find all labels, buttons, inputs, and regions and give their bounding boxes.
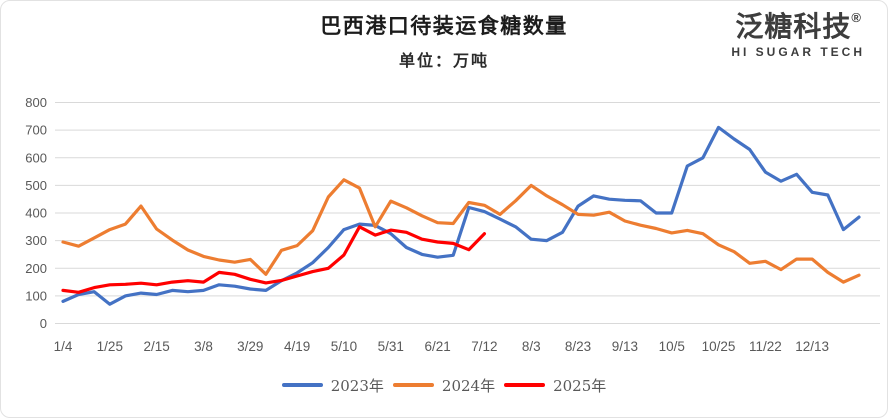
legend-swatch-icon [392, 383, 434, 387]
y-tick-label: 500 [25, 178, 47, 193]
registered-trademark-icon: ® [851, 10, 861, 25]
brand-logo-tagline: HI SUGAR TECH [731, 45, 865, 59]
chart-legend: 2023年 2024年 2025年 [1, 374, 887, 396]
y-tick-label: 100 [25, 288, 47, 303]
series-line-2023年 [61, 125, 861, 306]
x-tick-label: 1/25 [97, 339, 123, 354]
x-tick-label: 3/29 [237, 339, 263, 354]
x-tick-label: 10/25 [702, 339, 736, 354]
series-line-2024年 [61, 178, 861, 284]
x-tick-label: 8/3 [522, 339, 541, 354]
x-tick-label: 1/4 [54, 339, 73, 354]
legend-label: 2023年 [330, 376, 384, 395]
y-tick-label: 300 [25, 233, 47, 248]
x-tick-label: 12/13 [795, 339, 829, 354]
x-tick-label: 3/8 [194, 339, 213, 354]
brand-logo-text: 泛糖科技 [735, 11, 852, 42]
legend-swatch-icon [504, 383, 546, 387]
y-tick-label: 200 [25, 261, 47, 276]
legend-swatch-icon [281, 383, 323, 387]
legend-label: 2024年 [441, 376, 496, 395]
x-tick-label: 6/21 [424, 339, 450, 354]
legend-item: 2023年 [281, 375, 384, 396]
y-tick-label: 400 [25, 206, 47, 221]
x-tick-label: 4/19 [284, 339, 310, 354]
legend-label: 2025年 [553, 376, 607, 395]
y-tick-label: 600 [25, 150, 47, 165]
x-tick-label: 8/23 [565, 339, 591, 354]
legend-item: 2025年 [504, 375, 606, 396]
series-line-2025年 [61, 225, 486, 294]
y-tick-label: 700 [25, 123, 47, 138]
y-tick-label: 0 [40, 316, 47, 331]
x-tick-label: 10/5 [659, 339, 685, 354]
x-tick-label: 5/31 [378, 339, 404, 354]
x-tick-label: 2/15 [144, 339, 170, 354]
x-tick-label: 7/12 [471, 339, 497, 354]
x-tick-label: 11/22 [749, 339, 782, 354]
y-tick-label: 800 [25, 95, 47, 110]
x-tick-label: 5/10 [331, 339, 357, 354]
legend-item: 2024年 [392, 375, 496, 396]
brand-logo: 泛糖科技® HI SUGAR TECH [731, 11, 865, 58]
x-tick-label: 9/13 [612, 339, 638, 354]
